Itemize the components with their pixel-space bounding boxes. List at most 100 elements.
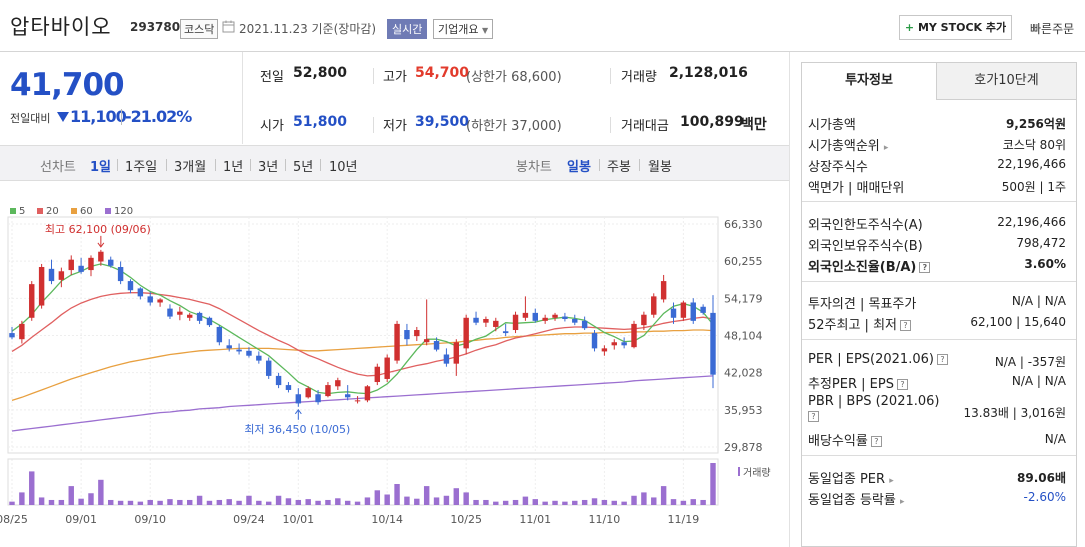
annotations: 최고 62,100 (09/06) 최저 36,450 (10/05) <box>45 223 350 436</box>
market-cap-rank-link[interactable]: 시가총액순위 ▸ <box>808 135 888 154</box>
candle-body <box>631 323 637 348</box>
y-tick-label: 60,255 <box>724 255 763 268</box>
candle-body <box>601 348 608 352</box>
divider <box>802 281 1076 282</box>
candle-body <box>19 323 25 340</box>
candle-body <box>473 317 479 323</box>
candle-body <box>137 288 144 297</box>
candle-body <box>384 357 390 379</box>
volume-bar <box>295 499 302 505</box>
volume-bars <box>9 463 716 505</box>
candle-body <box>315 394 321 403</box>
y-axis-ticks: 66,330 60,255 54,179 48,104 42,028 35,953 29,8… <box>724 218 763 454</box>
pbr-label: PBR | BPS (2021.06)? <box>808 394 939 424</box>
help-icon[interactable]: ? <box>900 320 911 331</box>
help-icon[interactable]: ? <box>896 379 908 390</box>
candle-body <box>670 308 677 318</box>
volume-bar <box>196 495 203 505</box>
dividend-text: 배당수익률 <box>808 434 868 449</box>
candle-body <box>256 355 262 361</box>
period-1w[interactable]: 1주일 <box>125 160 158 175</box>
market-badge: 코스닥 <box>180 19 219 39</box>
period-3y[interactable]: 3년 <box>258 160 279 175</box>
low-label: 저가 <box>383 119 407 134</box>
candle-chart-label: 봉차트 <box>516 160 552 175</box>
volume-bar <box>670 499 677 505</box>
period-1d[interactable]: 1일 <box>90 160 112 175</box>
candle-body <box>196 312 203 321</box>
legend-swatch <box>10 208 16 214</box>
volume-bar <box>344 500 351 505</box>
foreign-holding-label: 외국인보유주식수(B) <box>808 239 923 254</box>
volume-bar <box>68 486 74 505</box>
candle-monthly[interactable]: 월봉 <box>648 160 672 175</box>
industry-change-link[interactable]: 동일업종 등락률 ▸ <box>808 489 905 508</box>
volume-bar <box>414 498 420 505</box>
candle-body <box>641 314 647 326</box>
volume-bar <box>680 500 687 505</box>
x-tick-label: 09/24 <box>233 513 265 526</box>
opinion-value: N/A | N/A <box>1011 294 1066 308</box>
help-icon[interactable]: ? <box>808 411 819 422</box>
volume-bar <box>690 499 696 505</box>
quick-order-link[interactable]: 빠른주문 <box>1030 22 1075 36</box>
corp-overview-label: 기업개요 <box>438 23 479 36</box>
x-tick-label: 10/25 <box>450 513 482 526</box>
candle-body <box>265 360 272 376</box>
period-10y[interactable]: 10년 <box>329 160 358 175</box>
par-value-label: 액면가 | 매매단위 <box>808 181 905 196</box>
candle-body <box>98 251 104 262</box>
volume-bar <box>710 463 716 505</box>
pbr-value: 13.83배 | 3,016원 <box>963 406 1066 420</box>
y-tick-label: 48,104 <box>724 330 763 343</box>
candle-body <box>453 342 460 364</box>
lower-limit: (하한가 37,000) <box>466 119 562 134</box>
help-icon[interactable]: ? <box>936 354 948 365</box>
volume-bar <box>660 486 667 505</box>
prev-close-value: 52,800 <box>293 65 348 81</box>
divider <box>599 159 600 171</box>
volume-bar <box>137 501 144 505</box>
help-icon[interactable]: ? <box>870 436 882 447</box>
mystock-label: MY STOCK 추가 <box>917 21 1007 34</box>
candle-body <box>38 267 45 306</box>
y-tick-label: 42,028 <box>724 367 763 380</box>
per-text: PER | EPS(2021.06) <box>808 352 934 367</box>
industry-per-link[interactable]: 동일업종 PER ▸ <box>808 468 894 487</box>
legend-swatch <box>37 208 43 214</box>
candle-daily[interactable]: 일봉 <box>567 160 591 175</box>
candle-body <box>187 314 193 318</box>
volume-label: 거래량 <box>743 467 771 479</box>
candle-body <box>394 323 400 361</box>
period-3m[interactable]: 3개월 <box>174 160 207 175</box>
candle-body <box>591 333 598 349</box>
legend-label: 5 <box>19 206 25 217</box>
candle-body <box>48 268 55 282</box>
candle-body <box>78 265 84 272</box>
volume-bar <box>522 496 529 505</box>
volume-bar <box>108 499 114 505</box>
volume-bar <box>493 501 499 505</box>
volume-bar <box>285 498 292 505</box>
industry-per-value: 89.06배 <box>1017 471 1066 485</box>
period-1y[interactable]: 1년 <box>223 160 244 175</box>
divider <box>117 159 118 171</box>
low-value: 39,500 <box>415 114 470 130</box>
tab-investment-info[interactable]: 투자정보 <box>802 63 937 100</box>
volume-bar <box>325 499 331 505</box>
corp-overview-dropdown[interactable]: 기업개요 ▼ <box>433 19 494 39</box>
help-icon[interactable]: ? <box>919 262 931 273</box>
volume-bar <box>641 492 647 505</box>
period-5y[interactable]: 5년 <box>293 160 314 175</box>
candle-body <box>206 317 213 326</box>
mystock-add-button[interactable]: + MY STOCK 추가 <box>899 15 1012 40</box>
candle-body <box>562 316 568 320</box>
tab-orderbook[interactable]: 호가10단계 <box>937 63 1076 100</box>
volume-bar <box>167 499 173 505</box>
candle-body <box>542 317 548 321</box>
calendar-icon <box>222 20 235 33</box>
candle-body <box>621 342 627 346</box>
volume-bar <box>315 500 321 505</box>
realtime-button[interactable]: 실시간 <box>387 19 428 39</box>
candle-weekly[interactable]: 주봉 <box>607 160 631 175</box>
